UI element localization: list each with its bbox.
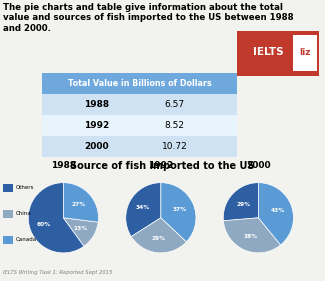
Text: 60%: 60%	[37, 221, 51, 226]
Wedge shape	[258, 183, 293, 245]
Bar	[42, 115, 237, 136]
Text: 10.72: 10.72	[162, 142, 188, 151]
Text: 2000: 2000	[84, 142, 109, 151]
Bar	[3, 184, 13, 192]
Text: Total Value in Billions of Dollars: Total Value in Billions of Dollars	[68, 79, 212, 88]
Text: IELTS: IELTS	[253, 47, 283, 58]
Text: IELTS Writing Task 1: Reported Sept 2015: IELTS Writing Task 1: Reported Sept 2015	[3, 270, 113, 275]
Title: 2000: 2000	[246, 161, 271, 170]
Text: 1992: 1992	[84, 121, 110, 130]
Bar	[42, 73, 237, 94]
Wedge shape	[63, 183, 98, 222]
Text: 6.57: 6.57	[165, 100, 185, 109]
Text: 29%: 29%	[152, 235, 166, 241]
Text: China: China	[16, 211, 32, 216]
Bar	[42, 94, 237, 115]
Title: 1988: 1988	[51, 161, 76, 170]
Wedge shape	[63, 218, 98, 246]
Bar	[292, 35, 317, 71]
Text: 27%: 27%	[72, 202, 86, 207]
Text: 43%: 43%	[270, 209, 285, 214]
Bar	[42, 136, 237, 157]
Text: 34%: 34%	[136, 205, 150, 210]
Text: 38%: 38%	[243, 234, 258, 239]
Text: 1988: 1988	[84, 100, 110, 109]
Text: 8.52: 8.52	[165, 121, 185, 130]
Text: 37%: 37%	[173, 207, 187, 212]
Text: Source of fish imported to the US: Source of fish imported to the US	[70, 161, 255, 171]
Text: Others: Others	[16, 185, 35, 190]
Title: 1992: 1992	[148, 161, 174, 170]
Bar	[3, 210, 13, 218]
Wedge shape	[161, 183, 196, 242]
Wedge shape	[28, 183, 84, 253]
Text: 13%: 13%	[74, 226, 88, 231]
Text: Canada: Canada	[16, 237, 37, 242]
Wedge shape	[223, 218, 280, 253]
Wedge shape	[223, 183, 258, 221]
Text: The pie charts and table give information about the total
value and sources of f: The pie charts and table give informatio…	[3, 3, 294, 33]
Wedge shape	[126, 183, 161, 237]
Text: 29%: 29%	[236, 201, 251, 207]
Wedge shape	[131, 218, 187, 253]
Bar	[3, 236, 13, 244]
Text: liz: liz	[299, 48, 310, 57]
